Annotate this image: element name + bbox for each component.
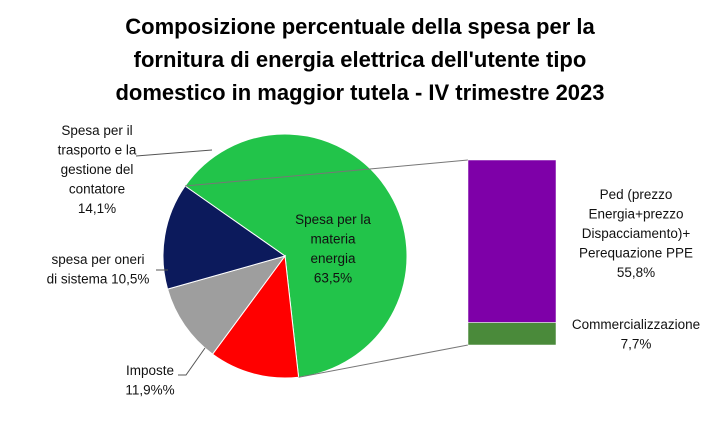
segment-label-ped: Ped (prezzo Energia+prezzo Dispacciamento)…: [579, 187, 693, 280]
connector-line-top: [185, 159, 469, 187]
leader-line-trasporto: [135, 149, 213, 157]
pie-slice-1: [211, 254, 300, 379]
segment-label-commercializzazione: Commercializzazione 7,7%: [572, 317, 700, 352]
pie-slice-3: [162, 185, 287, 290]
chart-title-line-3: domestico in maggior tutela - IV trimest…: [115, 80, 605, 105]
chart-title-line-1: Composizione percentuale della spesa per…: [125, 14, 595, 39]
pie-slice-2: [166, 255, 287, 355]
slice-label-imposte: Imposte 11,9%%: [125, 363, 174, 398]
pie-slice-0: [184, 133, 408, 378]
chart-title: Composizione percentuale della spesa per…: [60, 10, 660, 109]
bar-segment-0: [467, 159, 557, 323]
slice-label-materia-energia: Spesa per la materia energia 63,5%: [295, 212, 371, 286]
leader-line-imposte: [178, 347, 206, 376]
connector-line-bottom: [298, 344, 469, 378]
bar-segment-1: [467, 322, 557, 346]
slice-label-trasporto: Spesa per il trasporto e la gestione del co…: [58, 123, 137, 216]
chart-title-line-2: fornitura di energia elettrica dell'uten…: [133, 47, 587, 72]
slice-label-oneri-sistema: spesa per oneri di sistema 10,5%: [47, 252, 150, 287]
